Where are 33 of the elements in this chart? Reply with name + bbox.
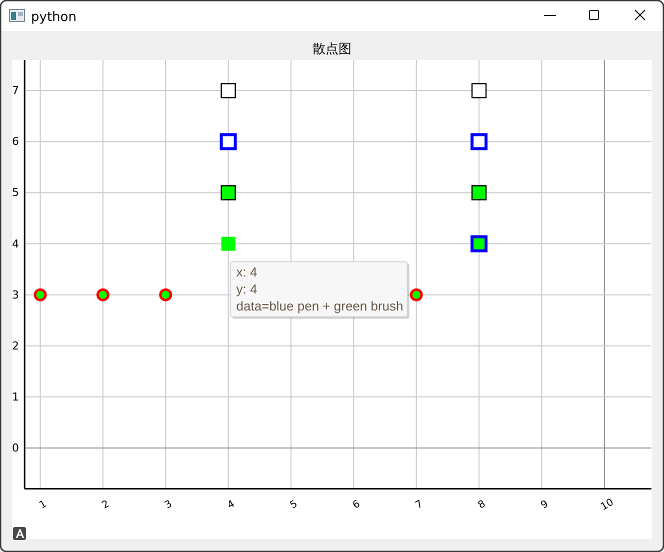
x-tick-label: 10: [599, 497, 616, 513]
point: [96, 288, 110, 302]
point: [220, 83, 236, 98]
point: [159, 288, 172, 302]
point: [34, 288, 47, 302]
y-tick-label: 1: [12, 390, 19, 404]
point: [470, 133, 488, 150]
x-tick-label: 7: [414, 498, 425, 512]
point: [220, 133, 237, 150]
y-tick-label: 2: [12, 339, 19, 352]
x-tick-label: 2: [100, 498, 112, 512]
annotation: x: 4 y: 4 data=blue pen + green brush: [236, 264, 404, 314]
y-tick-label: 4: [12, 237, 19, 250]
point: [470, 235, 488, 252]
chart-title: 散点图: [312, 42, 352, 57]
x-tick-label: 5: [288, 498, 300, 512]
y-tick-label: 5: [12, 186, 19, 200]
x-tick-label: 6: [351, 498, 362, 512]
point: [221, 236, 236, 251]
x-tick-label: 9: [539, 498, 550, 512]
point: [471, 185, 487, 200]
x-tick-label: 8: [476, 498, 488, 512]
point: [220, 185, 236, 200]
y-tick-label: 7: [12, 84, 19, 98]
point: [410, 288, 423, 302]
y-tick-label: 0: [12, 441, 19, 454]
text: python: [31, 10, 76, 25]
point: [471, 83, 487, 98]
x-tick-label: 3: [163, 498, 174, 512]
x-tick-label: 1: [38, 498, 49, 512]
y-tick-label: 3: [12, 288, 19, 302]
y-tick-label: 6: [12, 135, 19, 148]
x-tick-label: 4: [226, 498, 237, 512]
